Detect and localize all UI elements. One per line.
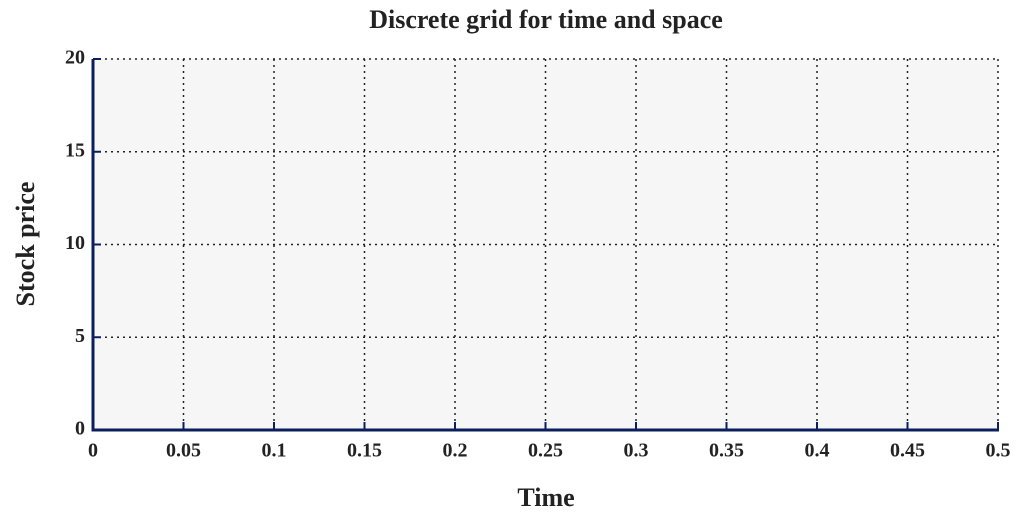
x-tick-label: 0	[88, 440, 98, 462]
y-tick-label: 20	[65, 47, 85, 69]
y-tick-label: 5	[75, 325, 85, 347]
x-tick-label: 0.45	[890, 440, 925, 462]
x-tick-label: 0.3	[624, 440, 649, 462]
y-tick-label: 0	[75, 418, 85, 440]
x-tick-label: 0.05	[166, 440, 201, 462]
y-tick-label: 10	[65, 232, 85, 254]
x-tick-label: 0.5	[986, 440, 1011, 462]
y-tick-label: 15	[65, 139, 85, 161]
x-tick-label: 0.35	[709, 440, 744, 462]
x-tick-label: 0.4	[805, 440, 830, 462]
x-axis-label: Time	[517, 483, 574, 512]
x-tick-label: 0.1	[262, 440, 287, 462]
x-tick-label: 0.2	[443, 440, 468, 462]
chart-title: Discrete grid for time and space	[369, 5, 723, 34]
x-tick-label: 0.25	[528, 440, 563, 462]
x-tick-label: 0.15	[347, 440, 382, 462]
y-axis-label: Stock price	[11, 182, 40, 307]
